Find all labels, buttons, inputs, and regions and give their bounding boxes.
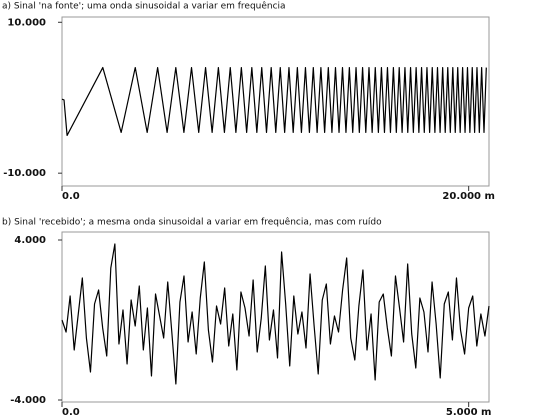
chart-title: a) Sinal 'na fonte'; uma onda sinusoidal…	[2, 1, 286, 12]
x-tick-label: 5.000 m	[446, 407, 492, 416]
plot-frame	[61, 231, 490, 403]
y-tick-label: 4.000	[14, 235, 46, 246]
x-tick-label: 0.0	[62, 191, 80, 202]
x-tick-label: 0.0	[62, 407, 80, 416]
x-tick-label: 20.000 m	[442, 191, 495, 202]
y-tick-label: 10.000	[7, 17, 46, 28]
chart-title: b) Sinal 'recebido'; a mesma onda sinuso…	[2, 217, 382, 228]
y-tick-label: -10.000	[3, 168, 46, 179]
signal-line	[61, 243, 490, 385]
plot-frame	[61, 16, 490, 187]
y-tick-label: -4.000	[10, 395, 46, 406]
signal-line	[61, 66, 487, 137]
